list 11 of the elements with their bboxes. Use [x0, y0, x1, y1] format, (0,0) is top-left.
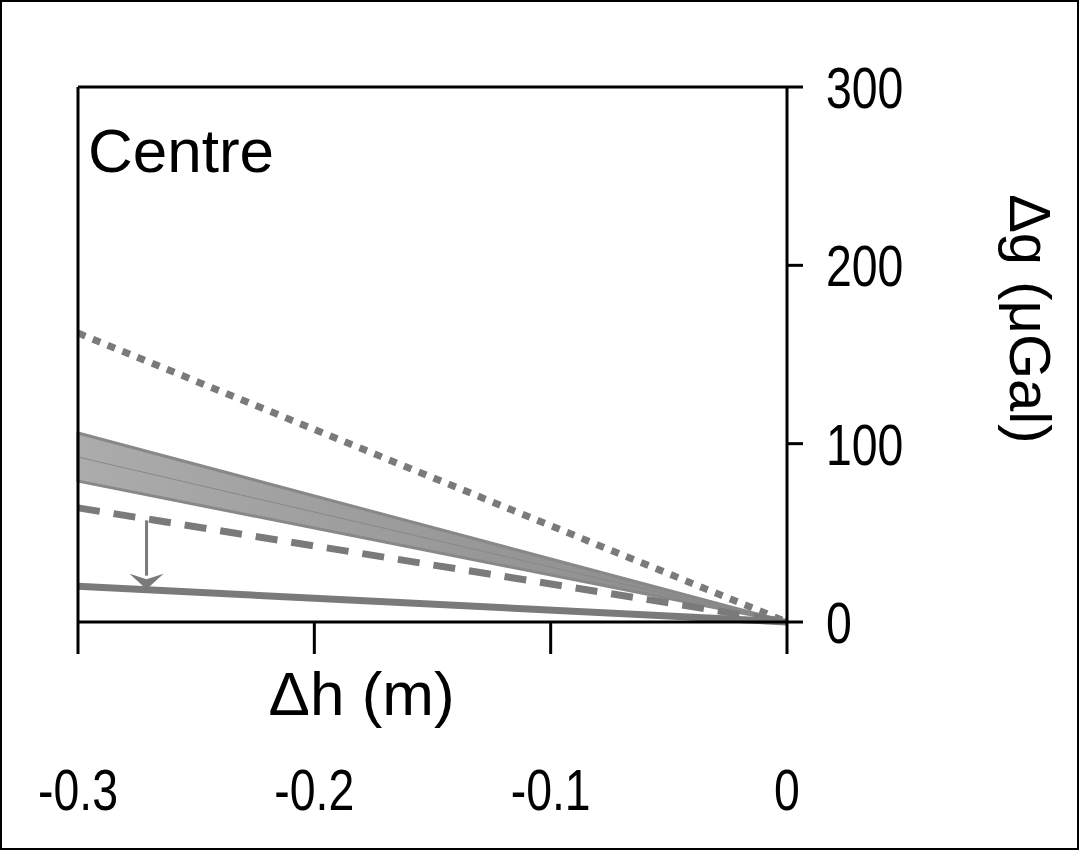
- x-axis-title: Δh (m): [268, 659, 455, 728]
- x-tick-label: -0.1: [510, 756, 591, 823]
- y-tick-label: 300: [826, 54, 904, 121]
- y-axis-title: Δg (μGal): [998, 194, 1063, 444]
- y-tick-label: 100: [826, 411, 904, 477]
- x-tick-label: -0.2: [274, 756, 355, 823]
- y-tick-label: 200: [826, 233, 904, 299]
- x-tick-label: -0.3: [38, 756, 118, 823]
- y-tick-label: 0: [826, 589, 852, 656]
- text: Centre: [88, 116, 275, 185]
- x-tick-label: 0: [774, 756, 800, 823]
